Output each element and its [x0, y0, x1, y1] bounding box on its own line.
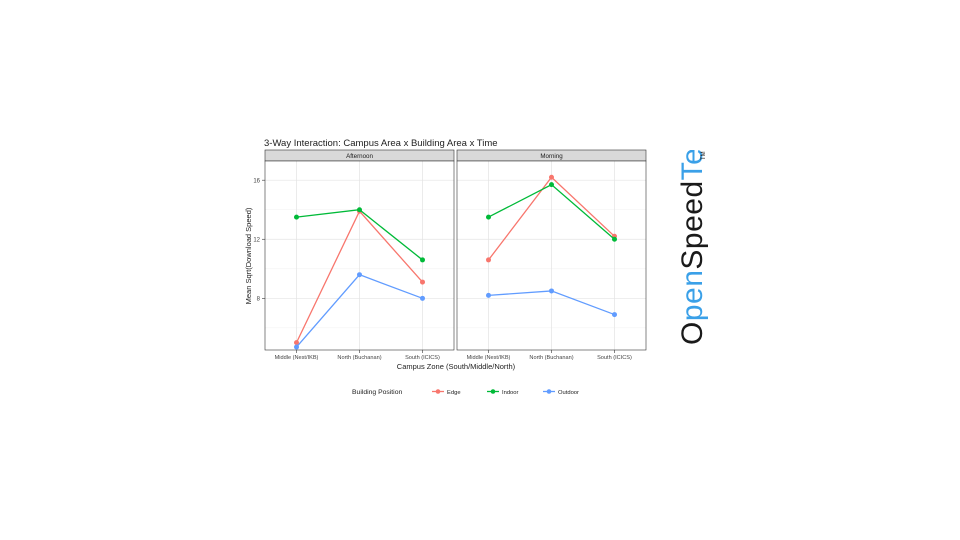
legend-label: Outdoor — [558, 390, 579, 396]
x-tick-label: Middle (Nest/IKB) — [275, 355, 319, 361]
data-point-outdoor — [357, 272, 362, 278]
legend-item-edge: Edge — [432, 389, 461, 396]
facet-panel-afternoon: Afternoon Middle (Nest/IKB) North (Buchana… — [264, 149, 455, 361]
data-point-outdoor — [612, 312, 617, 318]
data-point-outdoor — [420, 295, 425, 301]
logo-trademark: TM — [701, 151, 707, 160]
y-axis-label: Mean Sqrt(Download Speed) — [244, 207, 253, 304]
data-point-edge — [486, 257, 491, 263]
data-point-indoor — [294, 214, 299, 220]
svg-text:OpenSpeedTest: OpenSpeedTest — [676, 150, 709, 345]
data-point-indoor — [420, 257, 425, 263]
facet-strip-label: Morning — [540, 153, 563, 160]
legend-item-outdoor: Outdoor — [543, 389, 579, 396]
data-point-edge — [549, 174, 554, 180]
legend-title: Building Position — [352, 389, 402, 396]
legend-key-point — [546, 389, 552, 394]
data-point-outdoor — [294, 344, 299, 350]
y-tick-label: 16 — [253, 178, 260, 184]
y-tick-label: 8 — [257, 297, 261, 303]
data-point-indoor — [612, 236, 617, 242]
data-point-edge — [294, 340, 299, 346]
data-point-indoor — [549, 182, 554, 188]
data-point-indoor — [486, 214, 491, 220]
logo-letter-o: O — [676, 321, 709, 345]
x-axis-label: Campus Zone (South/Middle/North) — [397, 362, 516, 371]
facet-strip-label: Afternoon — [346, 153, 373, 160]
legend-key-point — [435, 389, 441, 394]
legend: Building Position Edge Indoor Outdoor — [352, 389, 579, 396]
logo-part-test: Test — [676, 150, 709, 180]
facet-panels: 8 12 16 Afternoon Middle (Nest/IKB) North (Bu… — [253, 149, 647, 361]
x-tick-label: South (ICICS) — [597, 355, 632, 361]
facet-panel-morning: Morning Middle (Nest/IKB) North (Buchanan)… — [456, 149, 647, 361]
data-point-outdoor — [549, 288, 554, 294]
logo-part-speed: Speed — [676, 180, 709, 269]
x-tick-label: North (Buchanan) — [529, 355, 573, 361]
x-tick-label: Middle (Nest/IKB) — [467, 355, 511, 361]
x-tick-label: North (Buchanan) — [337, 355, 381, 361]
data-point-indoor — [357, 207, 362, 213]
legend-label: Edge — [447, 390, 461, 396]
legend-key-point — [490, 389, 496, 394]
y-tick-label: 12 — [253, 237, 260, 243]
chart-title: 3-Way Interaction: Campus Area x Buildin… — [264, 138, 498, 149]
legend-label: Indoor — [502, 390, 519, 396]
data-point-outdoor — [486, 292, 491, 298]
logo-part-pen: pen — [676, 270, 709, 322]
data-point-edge — [420, 279, 425, 285]
openspeedtest-logo: OpenSpeedTest TM — [676, 150, 709, 345]
legend-item-indoor: Indoor — [487, 389, 519, 396]
x-tick-label: South (ICICS) — [405, 355, 440, 361]
